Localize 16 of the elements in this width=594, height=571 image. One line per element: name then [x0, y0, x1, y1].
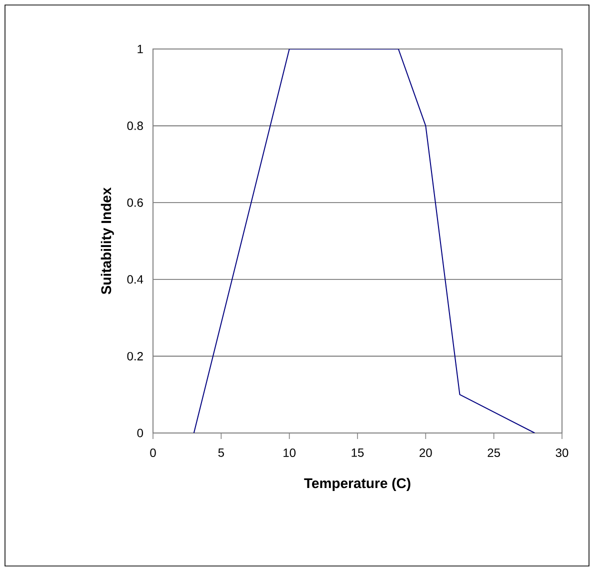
x-tick-label: 0 — [150, 448, 156, 458]
x-axis-title: Temperature (C) — [304, 478, 410, 491]
y-tick-label: 0 — [137, 428, 144, 438]
line-series — [193, 48, 536, 433]
x-tick-label: 25 — [488, 448, 500, 458]
y-tick-label: 1 — [138, 44, 143, 54]
y-tick-label: 0.2 — [127, 352, 143, 360]
x-tick-label: 5 — [218, 448, 224, 457]
y-tick-label: 0.6 — [127, 198, 143, 207]
y-axis-title: Suitability Index — [100, 187, 114, 294]
x-tick-label: 20 — [420, 448, 432, 458]
y-tick-label: 0.4 — [127, 275, 144, 284]
y-tick-label: 0.8 — [127, 122, 143, 130]
x-tick-label: 10 — [284, 448, 296, 458]
x-tick-label: 15 — [352, 448, 364, 457]
x-tick-label: 30 — [556, 448, 568, 458]
